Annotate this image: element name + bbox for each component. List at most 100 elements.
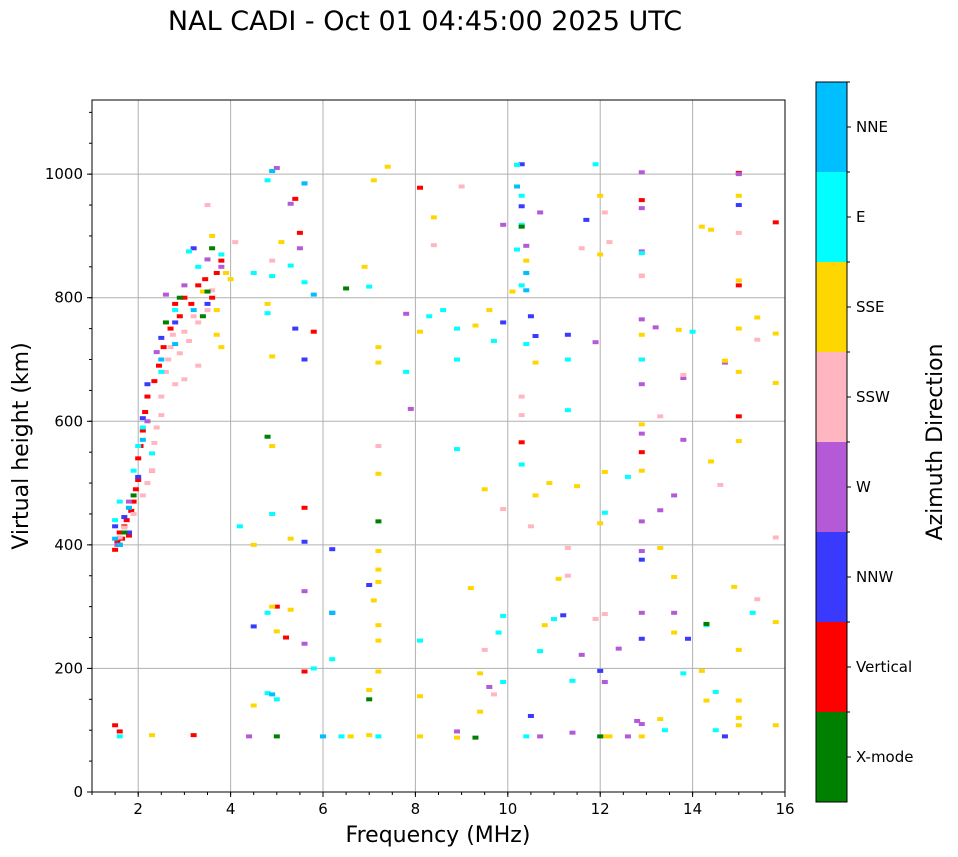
chart-title: NAL CADI - Oct 01 04:45:00 2025 UTC — [167, 6, 683, 37]
data-point-sse — [213, 308, 220, 313]
data-point-ssw — [151, 440, 158, 445]
data-point-w — [601, 680, 608, 685]
data-point-nnw — [329, 547, 336, 552]
data-point-ssw — [162, 369, 169, 374]
data-point-w — [403, 311, 410, 316]
x-tick-label: 4 — [226, 800, 236, 818]
data-point-e — [601, 510, 608, 515]
data-point-e — [116, 499, 123, 504]
data-point-x-mode — [597, 734, 604, 739]
data-point-w — [453, 729, 460, 734]
data-point-vertical — [417, 185, 424, 190]
data-point-sse — [735, 715, 742, 720]
data-point-nnw — [518, 162, 525, 167]
data-point-sse — [477, 709, 484, 714]
data-point-e — [269, 274, 276, 279]
data-point-w — [624, 734, 631, 739]
data-point-x-mode — [472, 735, 479, 740]
data-point-w — [680, 437, 687, 442]
data-point-sse — [698, 668, 705, 673]
data-point-x-mode — [343, 286, 350, 291]
data-point-sse — [222, 271, 229, 275]
data-point-ssw — [601, 210, 608, 215]
data-point-ssw — [190, 314, 197, 319]
data-point-sse — [213, 332, 220, 337]
data-point-sse — [735, 698, 742, 703]
data-point-ssw — [130, 511, 137, 516]
data-point-sse — [370, 178, 377, 183]
y-tick-label: 0 — [73, 783, 83, 801]
colorbar-segment — [816, 352, 847, 442]
data-point-w — [301, 641, 308, 646]
data-point-sse — [278, 240, 285, 245]
data-point-e — [135, 444, 142, 448]
data-point-vertical — [167, 326, 174, 331]
data-point-sse — [375, 579, 382, 584]
data-point-sse — [546, 481, 553, 486]
x-tick-label: 8 — [411, 800, 421, 818]
x-tick-label: 16 — [775, 800, 794, 818]
colorbar-segment — [816, 82, 847, 172]
data-point-nne — [320, 734, 326, 739]
data-point-nne — [139, 437, 146, 442]
data-point-e — [366, 284, 373, 289]
data-point-nnw — [112, 524, 119, 529]
data-point-vertical — [195, 283, 202, 288]
data-point-ssw — [269, 258, 276, 263]
data-point-vertical — [273, 604, 280, 609]
data-point-w — [652, 325, 659, 330]
data-point-nnw — [597, 668, 604, 673]
data-point-w — [296, 246, 303, 251]
data-point-sse — [250, 703, 257, 708]
data-point-sse — [606, 734, 613, 739]
data-point-x-mode — [176, 295, 183, 300]
data-point-e — [116, 734, 123, 739]
data-point-ssw — [172, 382, 179, 387]
data-point-w — [638, 382, 645, 387]
data-point-ssw — [638, 274, 645, 279]
data-point-vertical — [638, 198, 645, 203]
data-point-ssw — [754, 597, 761, 602]
data-point-e — [158, 369, 165, 374]
data-point-sse — [708, 227, 715, 232]
colorbar-segment — [816, 172, 847, 262]
data-point-w — [592, 340, 599, 345]
data-point-w — [634, 718, 641, 723]
data-point-w — [537, 210, 544, 215]
data-point-w — [407, 406, 414, 411]
data-point-sse — [509, 289, 516, 294]
data-point-ssw — [186, 338, 193, 343]
data-point-w — [523, 243, 530, 248]
data-point-sse — [375, 360, 382, 365]
data-point-nne — [269, 169, 276, 174]
data-point-nnw — [250, 624, 257, 629]
data-point-sse — [671, 574, 678, 579]
colorbar-segment — [816, 262, 847, 352]
data-point-w — [680, 376, 687, 381]
data-point-sse — [269, 444, 276, 448]
data-point-nnw — [190, 246, 197, 251]
data-point-vertical — [160, 345, 167, 350]
data-point-sse — [698, 224, 705, 229]
data-point-e — [130, 468, 137, 473]
data-point-e — [569, 678, 576, 683]
data-point-sse — [375, 471, 382, 476]
data-point-vertical — [772, 220, 779, 225]
data-point-sse — [361, 264, 368, 269]
data-point-w — [638, 610, 645, 615]
colorbar-label: E — [856, 208, 865, 226]
data-point-e — [661, 728, 668, 733]
data-point-ssw — [204, 308, 211, 313]
data-point-nnw — [500, 320, 507, 325]
y-axis-label: Virtual height (km) — [9, 342, 34, 549]
data-point-ssw — [181, 329, 188, 334]
data-point-e — [712, 728, 719, 733]
data-point-ssw — [204, 203, 211, 208]
data-point-nnw — [527, 314, 534, 319]
data-point-e — [490, 338, 497, 343]
data-point-vertical — [155, 363, 162, 368]
data-point-vertical — [735, 414, 742, 419]
data-point-nnw — [518, 204, 525, 209]
data-point-ssw — [754, 337, 761, 342]
data-point-w — [638, 317, 645, 322]
